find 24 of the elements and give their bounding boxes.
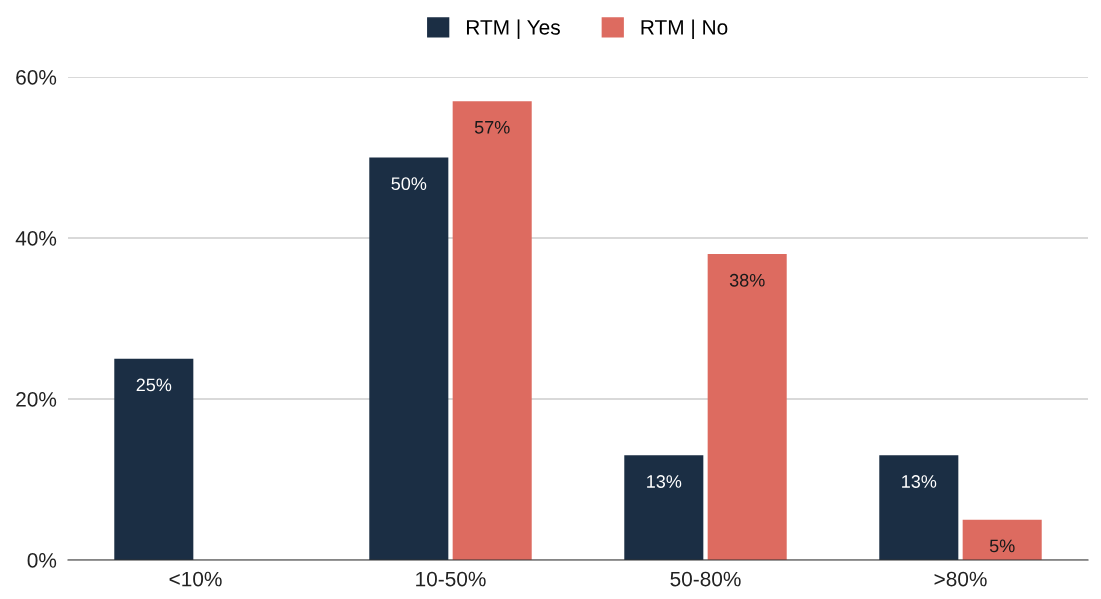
data-label: 13%	[647, 475, 682, 488]
data-label: 13%	[902, 475, 937, 488]
bar	[452, 101, 532, 560]
bar	[962, 519, 1042, 560]
y-tick-label: 0%	[27, 553, 57, 568]
data-label: 25%	[136, 378, 172, 392]
x-tick-label: <10%	[169, 571, 222, 587]
legend-label: RTM | Yes	[467, 19, 560, 39]
data-label: 38%	[729, 273, 765, 287]
data-label: 5%	[989, 539, 1015, 553]
x-tick-label: 10-50%	[416, 571, 486, 587]
legend-label: RTM | No	[641, 19, 728, 39]
bar	[707, 254, 787, 560]
bar	[879, 455, 959, 560]
x-tick-label: 50-80%	[670, 571, 741, 587]
y-tick-label: 20%	[16, 392, 57, 407]
data-label: 57%	[474, 120, 510, 134]
bar	[369, 157, 449, 560]
y-tick-label: 60%	[16, 70, 57, 85]
bar	[624, 455, 704, 560]
x-tick-label: >80%	[934, 571, 987, 587]
y-tick-label: 40%	[15, 231, 57, 246]
data-label: 50%	[391, 177, 427, 191]
bar	[114, 358, 194, 560]
